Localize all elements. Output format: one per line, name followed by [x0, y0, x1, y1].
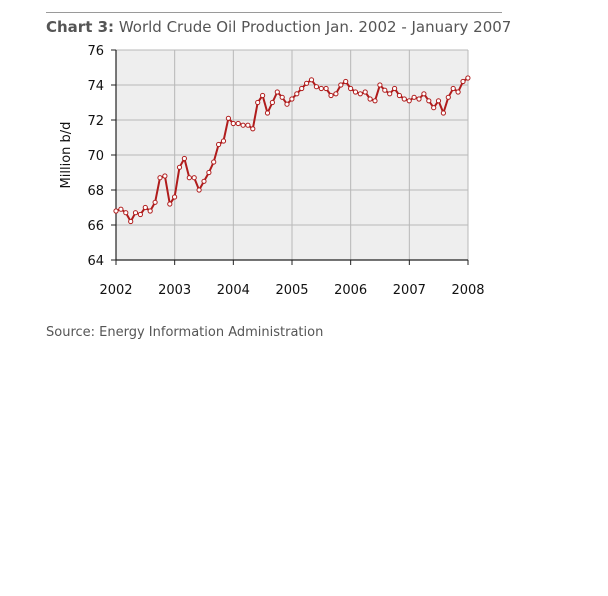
- data-point-66: [435, 98, 442, 104]
- y-tick-label-68: 68: [87, 184, 104, 199]
- data-point-12: [172, 194, 178, 200]
- data-point-37: [294, 91, 300, 97]
- data-point-60: [406, 98, 412, 104]
- data-point-51: [362, 89, 368, 95]
- y-tick-label-66: 66: [87, 219, 104, 234]
- data-point-17: [196, 187, 202, 193]
- data-point-18: [201, 178, 207, 184]
- y-tick-label-64: 64: [87, 254, 104, 269]
- x-tick-label-2002: 2002: [99, 283, 132, 298]
- data-point-72: [465, 75, 471, 81]
- data-point-64: [426, 98, 432, 104]
- data-point-48: [348, 85, 354, 92]
- y-tick-label-74: 74: [87, 79, 104, 94]
- data-point-9: [157, 175, 163, 181]
- chart-title-text: World Crude Oil Production Jan. 2002 - J…: [118, 18, 512, 36]
- data-points: [113, 75, 471, 225]
- data-point-55: [382, 87, 388, 93]
- data-point-58: [396, 92, 402, 99]
- data-point-44: [328, 92, 334, 99]
- data-point-46: [338, 82, 344, 88]
- data-point-54: [377, 82, 383, 88]
- data-point-47: [343, 78, 349, 85]
- data-point-67: [440, 110, 446, 116]
- data-point-34: [279, 94, 285, 100]
- y-tick-label-72: 72: [87, 114, 104, 129]
- data-point-14: [181, 155, 187, 162]
- data-point-3: [128, 218, 134, 225]
- data-point-45: [333, 91, 339, 97]
- data-point-2: [123, 210, 129, 216]
- data-point-16: [191, 175, 197, 181]
- data-point-35: [284, 101, 290, 107]
- data-point-29: [255, 99, 261, 106]
- x-tick-label-2008: 2008: [451, 283, 484, 298]
- data-point-8: [152, 199, 158, 205]
- chart-title: Chart 3: World Crude Oil Production Jan.…: [46, 18, 511, 36]
- data-point-41: [313, 84, 319, 90]
- data-point-5: [137, 211, 143, 218]
- data-point-50: [357, 91, 363, 97]
- data-point-36: [289, 96, 295, 102]
- data-point-22: [220, 138, 227, 144]
- data-point-27: [245, 122, 251, 128]
- top-rule: [46, 12, 502, 13]
- x-tick-label-2007: 2007: [393, 283, 426, 298]
- data-point-71: [460, 78, 466, 85]
- data-point-57: [392, 85, 398, 92]
- data-point-65: [431, 105, 437, 111]
- y-axis-ticks: 64 66 68 70 72 74 76: [87, 44, 116, 269]
- data-point-68: [445, 94, 451, 100]
- data-point-7: [147, 208, 153, 214]
- y-axis-title: Million b/d: [59, 122, 74, 189]
- data-point-33: [274, 89, 280, 95]
- gridlines: [116, 49, 469, 260]
- data-point-23: [225, 115, 231, 121]
- data-point-31: [264, 110, 271, 116]
- data-point-26: [240, 122, 246, 128]
- data-point-30: [260, 92, 266, 99]
- data-point-15: [186, 175, 192, 181]
- data-point-70: [455, 89, 461, 95]
- data-point-42: [318, 85, 324, 92]
- data-point-56: [387, 91, 393, 97]
- data-point-6: [142, 204, 148, 211]
- data-point-11: [167, 201, 173, 207]
- source-note: Source: Energy Information Administratio…: [46, 325, 324, 340]
- y-tick-label-76: 76: [87, 44, 104, 59]
- x-tick-label-2003: 2003: [158, 283, 191, 298]
- data-point-59: [401, 96, 407, 102]
- data-point-1: [118, 206, 124, 212]
- data-point-40: [308, 77, 315, 83]
- data-point-38: [299, 85, 305, 92]
- data-point-53: [372, 98, 378, 104]
- x-tick-label-2006: 2006: [334, 283, 367, 298]
- data-point-49: [352, 89, 359, 95]
- data-point-0: [113, 208, 119, 214]
- data-point-21: [216, 141, 222, 148]
- data-point-25: [235, 120, 241, 127]
- data-point-4: [132, 210, 139, 216]
- data-point-32: [269, 99, 275, 106]
- data-point-62: [416, 96, 422, 102]
- data-point-24: [230, 120, 236, 127]
- data-point-13: [176, 164, 183, 170]
- data-point-10: [162, 173, 168, 179]
- data-point-52: [367, 96, 373, 102]
- data-point-20: [211, 159, 217, 165]
- x-tick-label-2005: 2005: [275, 283, 308, 298]
- data-point-63: [421, 91, 427, 97]
- y-tick-label-70: 70: [87, 149, 104, 164]
- data-point-28: [250, 126, 256, 132]
- chart-number-label: Chart 3:: [46, 18, 115, 36]
- x-axis-ticks: 2002 2003 2004 2005 2006 2007 2008: [99, 260, 485, 298]
- data-point-19: [206, 169, 212, 176]
- data-point-61: [411, 94, 417, 100]
- data-point-69: [450, 85, 456, 92]
- data-point-39: [304, 80, 310, 86]
- data-point-43: [323, 85, 329, 92]
- x-tick-label-2004: 2004: [217, 283, 250, 298]
